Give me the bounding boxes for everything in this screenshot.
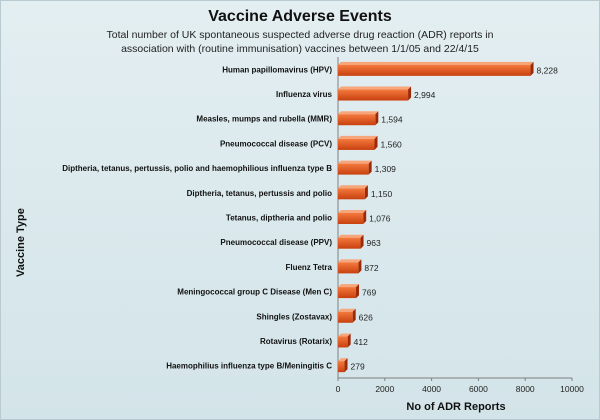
bar-top-face	[338, 308, 356, 312]
bar-value-label: 872	[364, 263, 378, 273]
bar-top-face	[338, 210, 367, 213]
bar	[338, 287, 356, 299]
bar-value-label: 412	[354, 337, 368, 347]
bar-top-face	[338, 135, 378, 139]
bar-side-face	[360, 234, 364, 249]
bar-side-face	[363, 210, 367, 224]
x-axis-label: No of ADR Reports	[406, 401, 506, 413]
category-label: Influenza virus	[276, 90, 333, 99]
category-label: Diptheria, tetanus, pertussis and polio	[187, 189, 332, 198]
bar	[338, 237, 361, 249]
bar-top-face	[338, 111, 379, 115]
bar-side-face	[347, 333, 351, 348]
bar-value-label: 279	[351, 362, 365, 372]
category-label: Fluenz Tetra	[285, 263, 332, 272]
bar	[338, 262, 359, 274]
bar-value-label: 963	[367, 238, 381, 248]
category-label: Meningococcal group C Disease (Men C)	[177, 288, 332, 297]
category-label: Rotavirus (Rotarix)	[260, 337, 332, 346]
bar-top-face	[338, 185, 368, 189]
bar	[338, 213, 364, 224]
bar	[338, 336, 348, 348]
bar	[338, 138, 375, 150]
chart-subtitle: Total number of UK spontaneous suspected…	[106, 29, 494, 55]
bar-top-face	[338, 234, 364, 238]
bar-value-label: 1,560	[381, 139, 403, 149]
bar-top-face	[338, 333, 351, 337]
bar-top-face	[338, 160, 372, 164]
category-label: Measles, mumps and rubella (MMR)	[196, 115, 332, 124]
x-tick-label: 4000	[422, 384, 441, 394]
category-label: Pneumococcal disease (PCV)	[220, 139, 332, 148]
bar-value-label: 1,150	[371, 189, 393, 199]
bar	[338, 114, 376, 126]
x-tick-label: 8000	[516, 384, 535, 394]
category-label: Pneumococcal disease (PPV)	[220, 238, 332, 247]
bar-value-label: 1,594	[381, 115, 403, 125]
category-label: Shingles (Zostavax)	[256, 312, 332, 321]
category-label: Diptheria, tetanus, pertussis, polio and…	[62, 164, 332, 173]
bar-top-face	[338, 284, 359, 288]
bar-value-label: 769	[362, 288, 376, 298]
bar	[338, 188, 365, 200]
bar-top-face	[338, 358, 348, 362]
bar-side-face	[352, 308, 356, 323]
bar-side-face	[530, 61, 534, 76]
bar-top-face	[338, 259, 362, 263]
x-tick-label: 6000	[469, 384, 488, 394]
bar-side-face	[408, 86, 412, 101]
bar-side-face	[364, 185, 368, 200]
bar-side-face	[375, 111, 379, 126]
bar-side-face	[344, 358, 348, 373]
category-label: Human papillomavirus (HPV)	[222, 65, 332, 74]
x-tick-label: 2000	[375, 384, 394, 394]
bar-value-label: 1,076	[369, 214, 391, 224]
bar	[338, 163, 369, 175]
bar-value-label: 8,228	[537, 65, 559, 75]
category-label: Tetanus, diptheria and polio	[226, 214, 332, 223]
x-tick-label: 0	[336, 384, 341, 394]
bar	[338, 311, 353, 323]
chart-title: Vaccine Adverse Events	[208, 8, 392, 25]
bar-side-face	[368, 160, 372, 175]
bar-value-label: 626	[359, 312, 373, 322]
bar-value-label: 2,994	[414, 90, 436, 100]
bar-side-face	[355, 284, 359, 299]
bar-side-face	[374, 135, 378, 150]
bar	[338, 361, 345, 373]
bar-side-face	[358, 259, 362, 274]
x-tick-label: 10000	[560, 384, 584, 394]
bar-value-label: 1,309	[375, 164, 397, 174]
bar	[338, 64, 531, 76]
category-label: Haemophilius influenza type B/Meningitis…	[166, 362, 332, 371]
bar-top-face	[338, 61, 534, 65]
bar-top-face	[338, 86, 412, 90]
bar	[338, 89, 409, 101]
